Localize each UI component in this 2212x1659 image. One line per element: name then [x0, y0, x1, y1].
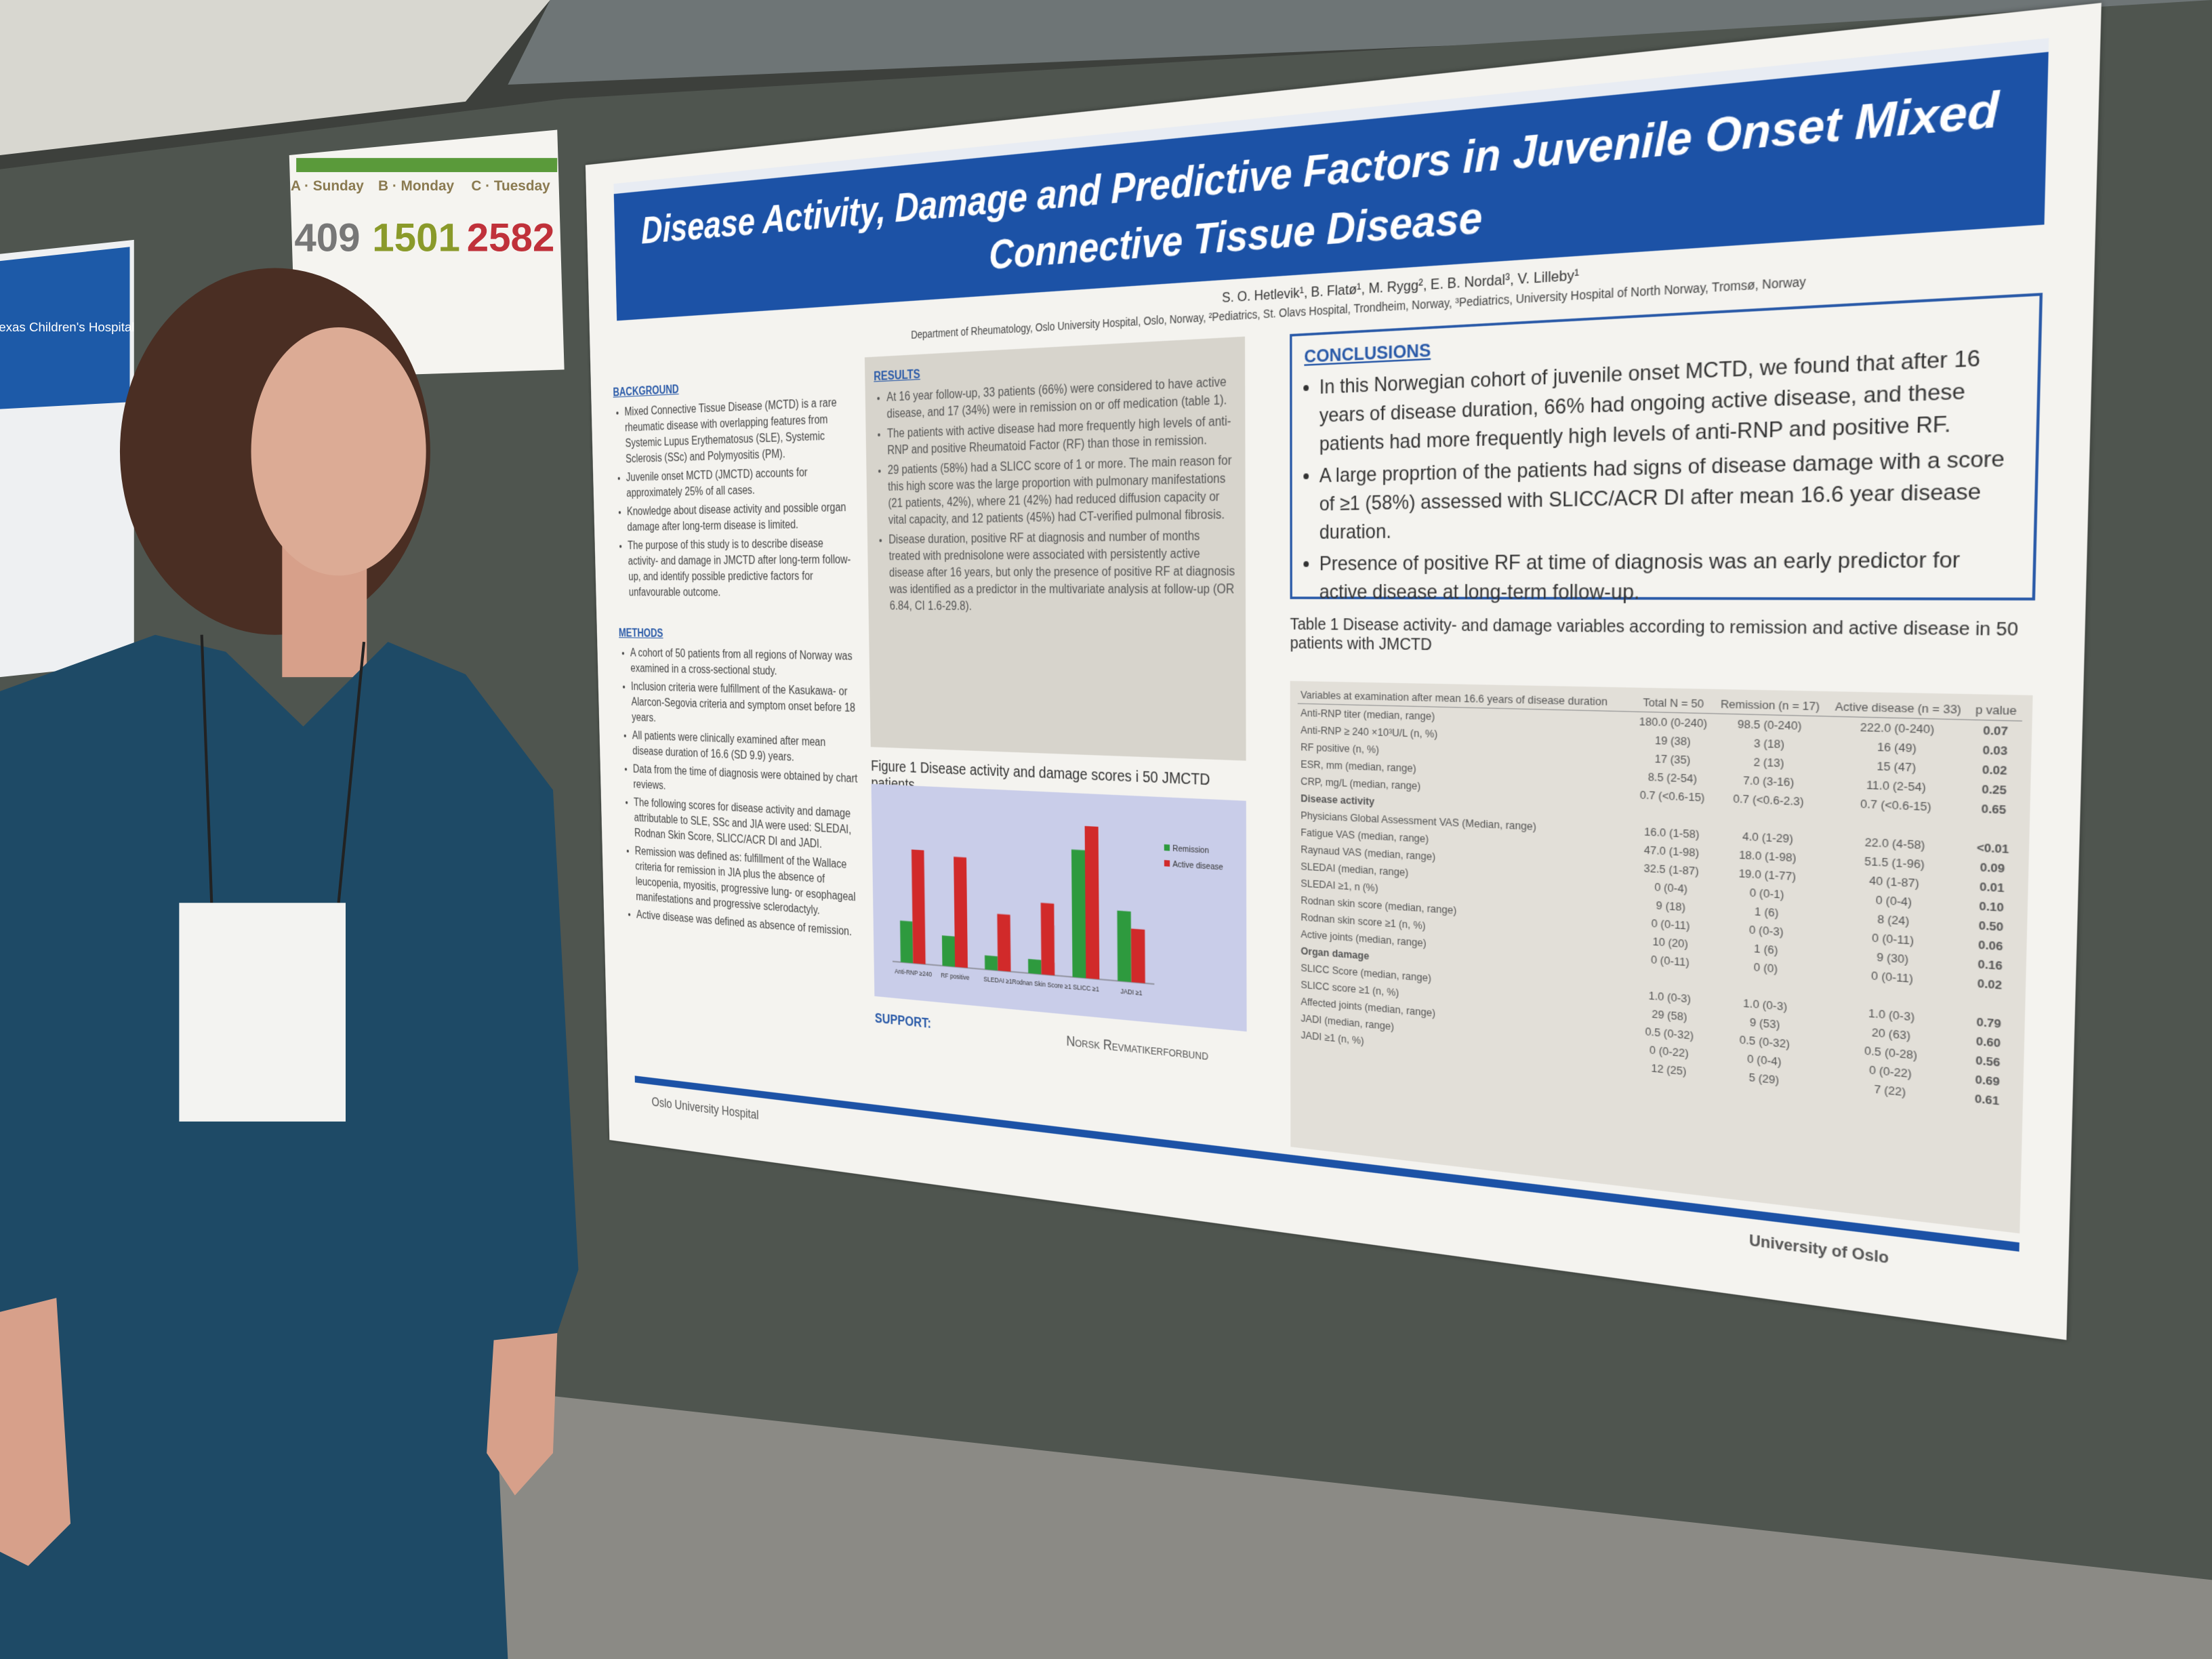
dress — [0, 635, 578, 1659]
face — [251, 327, 426, 575]
badge — [179, 903, 346, 1122]
